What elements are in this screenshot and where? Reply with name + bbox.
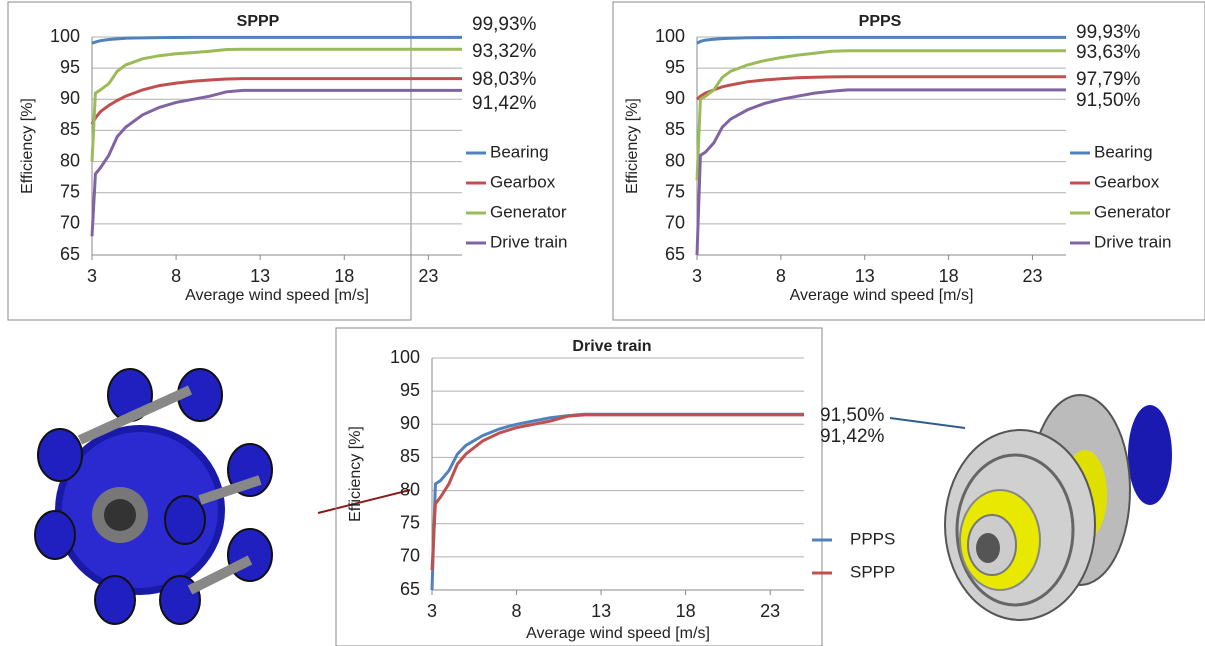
page: SPPP 65 70 75 80 85 90 95 100 3 8 13 18 23 Average win… bbox=[0, 0, 1205, 646]
y-tick-label: 100 bbox=[655, 26, 685, 46]
chart-title: PPPS bbox=[859, 13, 902, 30]
end-label: 99,93% bbox=[1076, 22, 1141, 43]
end-label: 99,93% bbox=[472, 14, 537, 35]
legend-label: Gearbox bbox=[490, 172, 556, 191]
generator-illustration bbox=[945, 395, 1172, 620]
series-line bbox=[92, 79, 462, 125]
end-label: 93,32% bbox=[472, 41, 537, 62]
y-tick-label: 80 bbox=[60, 150, 80, 170]
legend-label: Drive train bbox=[1094, 232, 1171, 251]
x-tick-label: 13 bbox=[591, 601, 611, 621]
x-tick-label: 3 bbox=[692, 266, 702, 286]
x-tick-label: 18 bbox=[334, 266, 354, 286]
x-tick-label: 23 bbox=[760, 601, 780, 621]
end-label: 97,79% bbox=[1076, 69, 1141, 90]
y-tick-label: 85 bbox=[665, 119, 685, 139]
y-tick-label: 95 bbox=[60, 57, 80, 77]
y-tick-label: 75 bbox=[400, 512, 420, 532]
x-tick-label: 18 bbox=[939, 266, 959, 286]
y-axis-label: Efficiency [%] bbox=[19, 98, 36, 194]
y-tick-label: 65 bbox=[400, 579, 420, 599]
y-tick-label: 100 bbox=[390, 347, 420, 367]
chart: PPPS 65 70 75 80 85 90 95 100 3 8 13 18 23 Average win… bbox=[613, 2, 1205, 320]
x-tick-label: 18 bbox=[676, 601, 696, 621]
y-tick-label: 95 bbox=[400, 380, 420, 400]
x-tick-label: 23 bbox=[418, 266, 438, 286]
y-tick-label: 90 bbox=[60, 88, 80, 108]
y-tick-label: 90 bbox=[400, 413, 420, 433]
end-label: 91,42% bbox=[472, 93, 537, 114]
y-tick-label: 65 bbox=[665, 244, 685, 264]
chart: SPPP 65 70 75 80 85 90 95 100 3 8 13 18 23 Average win… bbox=[8, 2, 567, 320]
y-tick-label: 70 bbox=[665, 213, 685, 233]
leader-line bbox=[890, 418, 965, 428]
y-tick-label: 85 bbox=[60, 119, 80, 139]
y-tick-label: 65 bbox=[60, 244, 80, 264]
y-axis-label: Efficiency [%] bbox=[347, 426, 364, 522]
x-tick-label: 3 bbox=[427, 601, 437, 621]
end-label: 91,50% bbox=[820, 405, 885, 426]
series-line bbox=[92, 90, 462, 236]
series-line bbox=[432, 415, 804, 570]
legend-label: Drive train bbox=[490, 232, 567, 251]
series-line bbox=[92, 49, 462, 161]
end-label: 98,03% bbox=[472, 69, 537, 90]
legend-label: PPPS bbox=[850, 529, 895, 548]
chart-title: SPPP bbox=[237, 13, 280, 30]
y-tick-label: 95 bbox=[665, 57, 685, 77]
end-label: 91,42% bbox=[820, 426, 885, 447]
x-tick-label: 23 bbox=[1022, 266, 1042, 286]
x-tick-label: 8 bbox=[171, 266, 181, 286]
series-line bbox=[697, 77, 1066, 100]
y-tick-label: 70 bbox=[400, 546, 420, 566]
y-axis-label: Efficiency [%] bbox=[624, 98, 641, 194]
gearbox-illustration bbox=[35, 369, 272, 624]
legend-label: Bearing bbox=[1094, 142, 1153, 161]
x-tick-label: 13 bbox=[855, 266, 875, 286]
x-tick-label: 8 bbox=[776, 266, 786, 286]
y-tick-label: 75 bbox=[60, 181, 80, 201]
x-tick-label: 13 bbox=[250, 266, 270, 286]
y-tick-label: 75 bbox=[665, 181, 685, 201]
y-tick-label: 70 bbox=[60, 213, 80, 233]
y-tick-label: 100 bbox=[50, 26, 80, 46]
end-label: 91,50% bbox=[1076, 90, 1141, 111]
x-axis-label: Average wind speed [m/s] bbox=[790, 287, 974, 304]
figure: SPPP 65 70 75 80 85 90 95 100 3 8 13 18 23 Average win… bbox=[0, 0, 1205, 646]
x-tick-label: 3 bbox=[87, 266, 97, 286]
x-axis-label: Average wind speed [m/s] bbox=[185, 287, 369, 304]
series-line bbox=[92, 37, 462, 43]
x-tick-label: 8 bbox=[512, 601, 522, 621]
x-axis-label: Average wind speed [m/s] bbox=[526, 625, 710, 642]
legend-label: Generator bbox=[490, 202, 567, 221]
y-tick-label: 80 bbox=[400, 479, 420, 499]
legend-label: SPPP bbox=[850, 562, 895, 581]
chart: Drive train 65 70 75 80 85 90 95 100 3 8 13 18 23 Aver… bbox=[336, 328, 895, 646]
series-line bbox=[697, 90, 1066, 255]
end-label: 93,63% bbox=[1076, 42, 1141, 63]
y-tick-label: 80 bbox=[665, 150, 685, 170]
y-tick-label: 90 bbox=[665, 88, 685, 108]
legend-label: Gearbox bbox=[1094, 172, 1160, 191]
y-tick-label: 85 bbox=[400, 446, 420, 466]
chart-title: Drive train bbox=[572, 338, 651, 355]
series-line bbox=[697, 51, 1066, 181]
legend-label: Bearing bbox=[490, 142, 549, 161]
series-line bbox=[697, 37, 1066, 43]
series-line bbox=[432, 414, 804, 590]
legend-label: Generator bbox=[1094, 202, 1171, 221]
